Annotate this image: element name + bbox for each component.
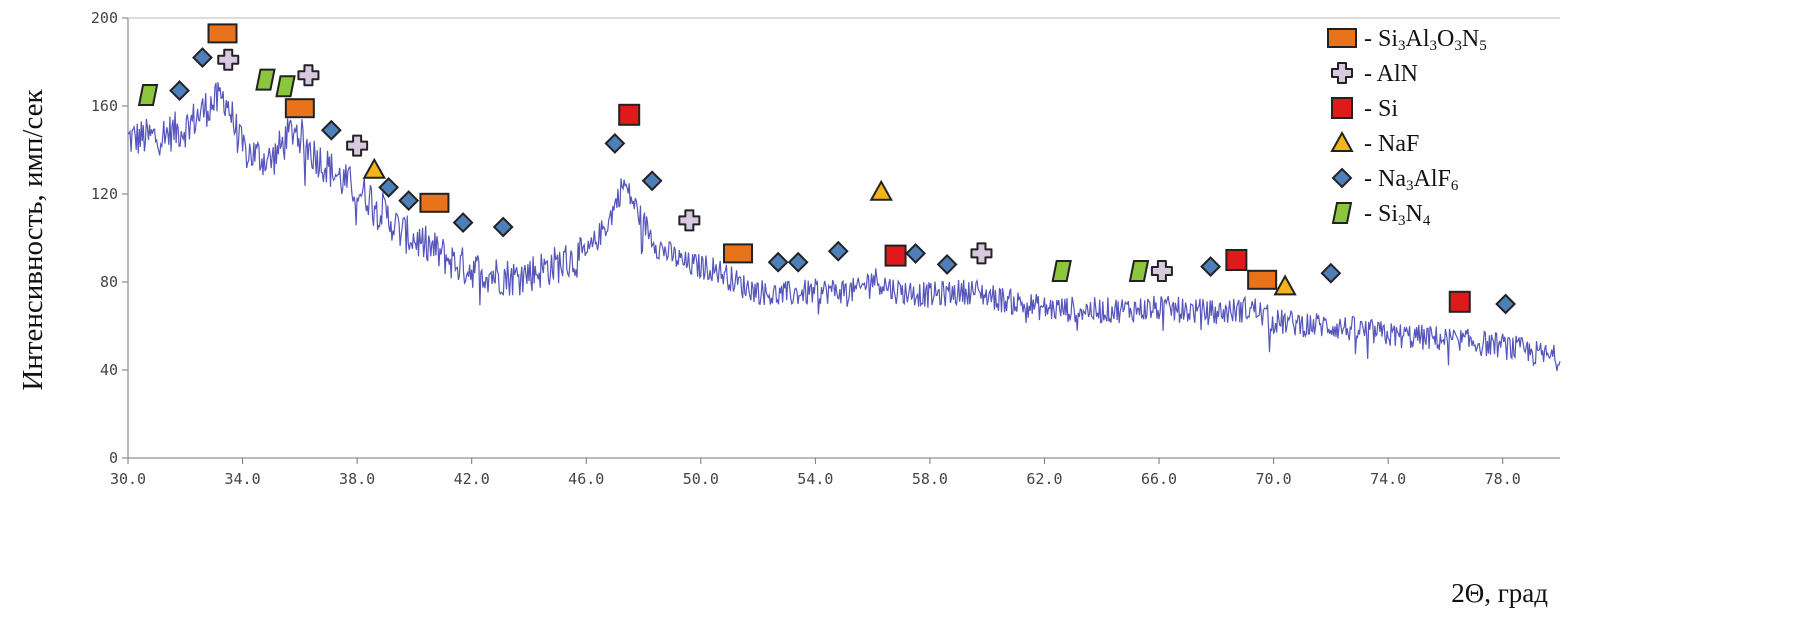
phase-marker-aln (346, 134, 369, 157)
phase-marker-aln (1150, 260, 1173, 282)
legend-label: - Na3AlF6 (1364, 166, 1459, 194)
x-ticks: 30.0 34.0 38.0 42.0 46.0 50.0 54.0 58.0 62.0 66.0… (110, 458, 1521, 488)
y-tick-label: 160 (91, 97, 118, 115)
phase-marker-naf (869, 179, 893, 201)
legend-swatch-si (1331, 97, 1353, 119)
x-tick-label: 38.0 (339, 470, 375, 488)
y-tick-label: 40 (100, 361, 118, 379)
phase-marker-na3alf6 (452, 212, 474, 234)
x-tick-label: 62.0 (1026, 470, 1062, 488)
legend-label: - Si3N4 (1364, 201, 1431, 229)
x-axis-label: 2Θ, град (1451, 578, 1548, 608)
y-tick-label: 120 (91, 185, 118, 203)
phase-marker-si3n4 (275, 75, 296, 98)
x-tick-label: 70.0 (1256, 470, 1292, 488)
x-tick-label: 54.0 (797, 470, 833, 488)
phase-marker-si (1448, 290, 1471, 313)
legend: - Si3Al3O3N5 - AlN - Si - NaF - Na3AlF6 - Si3… (1327, 26, 1487, 229)
x-tick-label: 58.0 (912, 470, 948, 488)
phase-marker-na3alf6 (641, 170, 663, 192)
diffraction-pattern-line (127, 82, 1561, 372)
phase-marker-naf (362, 157, 387, 179)
x-tick-label: 42.0 (454, 470, 490, 488)
y-tick-label: 80 (100, 273, 118, 291)
x-tick-label: 66.0 (1141, 470, 1177, 488)
phase-markers (137, 23, 1516, 315)
x-tick-label: 50.0 (683, 470, 719, 488)
phase-marker-si (1225, 249, 1248, 271)
y-tick-label: 200 (91, 9, 118, 27)
phase-marker-aln (297, 64, 320, 87)
phase-marker-si (884, 244, 907, 267)
phase-marker-na3alf6 (604, 132, 626, 154)
x-tick-label: 34.0 (224, 470, 260, 488)
legend-swatch-si3al3o3n5 (1327, 28, 1357, 48)
phase-marker-na3alf6 (192, 47, 213, 69)
phase-marker-na3alf6 (905, 242, 927, 264)
legend-label: - Si3Al3O3N5 (1364, 26, 1487, 54)
phase-marker-na3alf6 (378, 176, 400, 198)
phase-marker-na3alf6 (1495, 293, 1516, 315)
phase-marker-si3al3o3n5 (419, 192, 450, 213)
phase-marker-si3al3o3n5 (1247, 269, 1278, 290)
y-axis-label: Интенсивность, имп/сек (17, 88, 49, 390)
legend-swatch-na3alf6 (1331, 167, 1353, 189)
phase-marker-na3alf6 (492, 216, 514, 238)
y-ticks: 0 40 80 120 160 200 (91, 9, 128, 467)
phase-marker-na3alf6 (1320, 262, 1342, 284)
legend-label: - NaF (1364, 131, 1419, 157)
phase-marker-aln (678, 209, 701, 232)
phase-marker-si3n4 (1051, 260, 1072, 282)
phase-marker-na3alf6 (827, 240, 849, 262)
phase-marker-si3n4 (1128, 260, 1150, 282)
phase-marker-na3alf6 (1200, 256, 1222, 278)
legend-swatch-naf (1330, 130, 1354, 152)
phase-marker-si3al3o3n5 (723, 243, 754, 264)
x-tick-label: 46.0 (568, 470, 604, 488)
x-tick-label: 30.0 (110, 470, 146, 488)
y-tick-label: 0 (109, 449, 118, 467)
phase-marker-na3alf6 (787, 251, 809, 273)
x-tick-label: 78.0 (1485, 470, 1521, 488)
phase-marker-si3n4 (137, 84, 159, 106)
x-tick-label: 74.0 (1370, 470, 1406, 488)
legend-swatch-si3n4 (1331, 202, 1353, 224)
phase-marker-si3al3o3n5 (284, 98, 315, 119)
legend-swatch-aln (1331, 62, 1353, 84)
plot-area (127, 17, 1560, 459)
phase-marker-si (618, 103, 641, 126)
phase-marker-si3al3o3n5 (207, 23, 238, 44)
legend-label: - Si (1364, 96, 1398, 122)
legend-label: - AlN (1364, 61, 1418, 87)
phase-marker-na3alf6 (767, 251, 789, 273)
phase-marker-si3n4 (255, 68, 276, 91)
phase-marker-aln (217, 48, 240, 71)
phase-marker-na3alf6 (398, 190, 420, 212)
phase-marker-na3alf6 (169, 80, 190, 102)
phase-marker-na3alf6 (320, 119, 342, 141)
phase-marker-naf (1273, 274, 1297, 296)
phase-marker-aln (970, 242, 993, 265)
phase-marker-na3alf6 (936, 253, 958, 275)
